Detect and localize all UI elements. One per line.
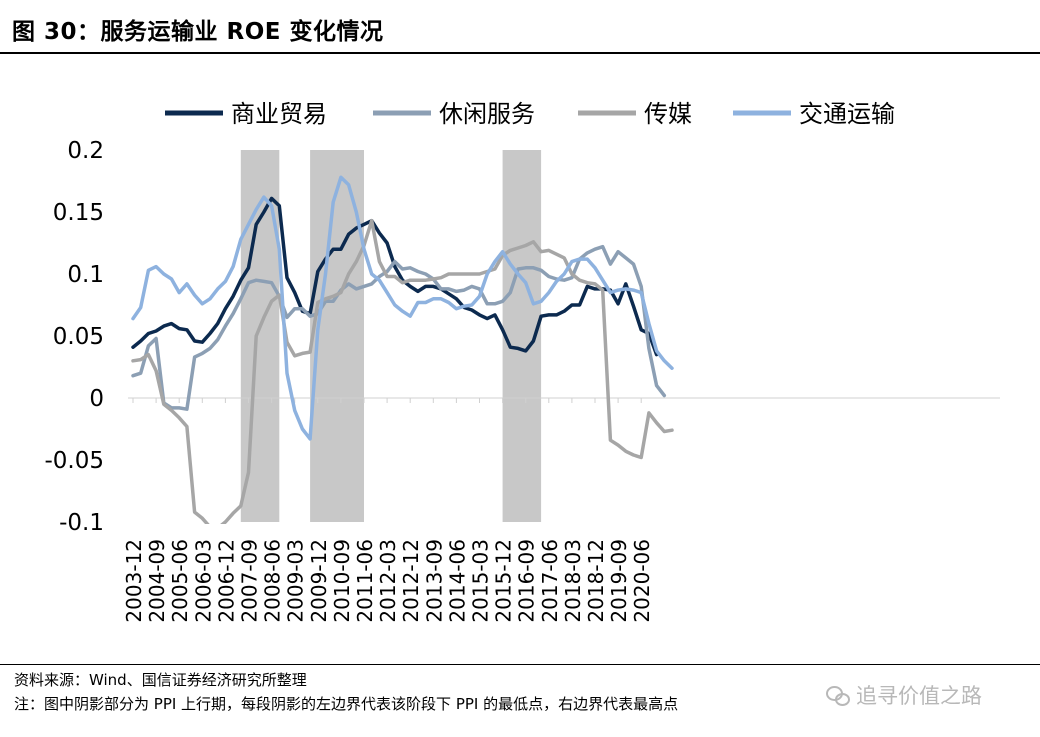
x-tick-label: 2015-03 <box>469 539 493 623</box>
x-tick-label: 2017-06 <box>538 539 562 623</box>
y-tick-label: 0.1 <box>67 262 104 288</box>
chart-title: 图 30：服务运输业 ROE 变化情况 <box>12 19 384 45</box>
x-tick-label: 2005-06 <box>168 539 192 623</box>
x-tick-label: 2006-03 <box>191 539 215 623</box>
x-tick-label: 2003-12 <box>122 539 146 623</box>
x-tick-label: 2018-12 <box>584 539 608 623</box>
y-tick-label: 0.2 <box>67 138 104 164</box>
x-tick-label: 2019-09 <box>607 539 631 623</box>
watermark: 追寻价值之路 <box>826 680 982 710</box>
legend-label: 商业贸易 <box>231 100 327 128</box>
x-tick-label: 2011-06 <box>353 539 377 623</box>
y-tick-label: -0.05 <box>44 448 104 474</box>
x-tick-label: 2016-09 <box>515 539 539 623</box>
footer-rule <box>0 664 1040 665</box>
y-tick-label: 0.05 <box>53 324 104 350</box>
note-text: 注：图中阴影部分为 PPI 上行期，每段阴影的左边界代表该阶段下 PPI 的最低… <box>14 695 679 713</box>
y-tick-label: -0.1 <box>59 510 104 536</box>
legend-label: 传媒 <box>644 100 692 128</box>
x-tick-label: 2008-06 <box>261 539 285 623</box>
x-tick-label: 2007-09 <box>238 539 262 623</box>
y-tick-label: 0.15 <box>53 200 104 226</box>
x-tick-label: 2018-03 <box>561 539 585 623</box>
x-tick-label: 2006-12 <box>214 539 238 623</box>
series-line-3 <box>131 218 674 524</box>
x-tick-label: 2009-12 <box>307 539 331 623</box>
watermark-text: 追寻价值之路 <box>856 684 982 708</box>
x-tick-label: 2009-03 <box>284 539 308 623</box>
legend-label: 休闲服务 <box>439 100 535 128</box>
title-rule <box>0 52 1040 54</box>
series-line-2 <box>131 244 667 411</box>
x-tick-label: 2020-06 <box>630 539 654 623</box>
source-text: 资料来源：Wind、国信证券经济研究所整理 <box>14 671 307 689</box>
x-tick-label: 2013-09 <box>422 539 446 623</box>
legend-label: 交通运输 <box>799 100 895 128</box>
x-tick-label: 2014-06 <box>445 539 469 623</box>
x-tick-label: 2012-12 <box>399 539 423 623</box>
series-line-1 <box>131 196 659 357</box>
x-tick-label: 2004-09 <box>145 539 169 623</box>
wechat-icon <box>826 685 850 706</box>
series-line-4 <box>131 175 674 441</box>
y-tick-label: 0 <box>89 386 104 412</box>
x-tick-label: 2015-12 <box>492 539 516 623</box>
x-tick-label: 2012-03 <box>376 539 400 623</box>
x-tick-label: 2010-09 <box>330 539 354 623</box>
